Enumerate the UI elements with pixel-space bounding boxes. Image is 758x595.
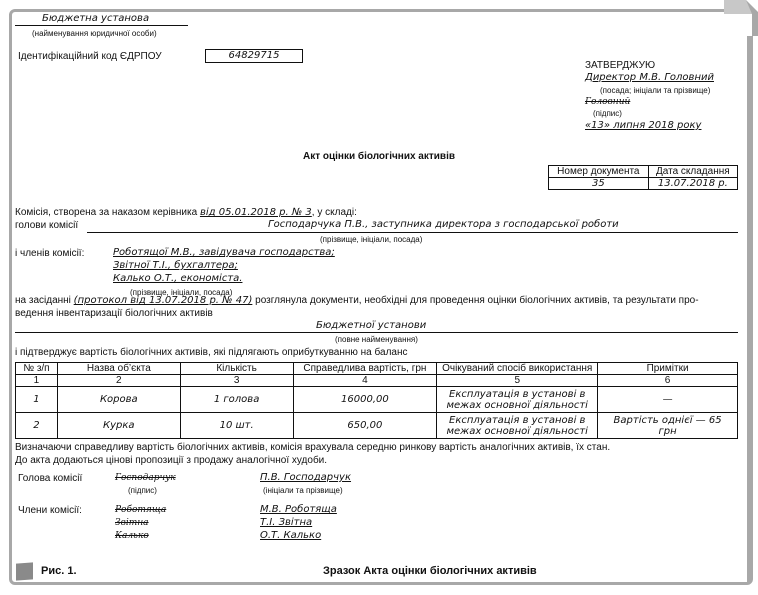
figure-caption: Зразок Акта оцінки біологічних активів <box>323 565 537 577</box>
cell-usage: Експлуатація в установі в межах основної… <box>436 386 599 413</box>
meeting-text-2: ведення інвентаризації біологічних актив… <box>15 308 213 319</box>
cell-usage: Експлуатація в установі в межах основної… <box>436 412 599 439</box>
meeting-prefix: на засіданні <box>15 295 74 306</box>
col-number: 4 <box>292 374 438 387</box>
doc-info-table: Номер документа Дата складання 35 13.07.20… <box>548 165 739 190</box>
approval-signature-caption: (підпис) <box>593 109 622 118</box>
member-signature: Звітна <box>115 518 149 528</box>
confirm-text: і підтверджує вартість біологічних актив… <box>15 347 408 358</box>
head-label: голови комісії <box>15 220 79 231</box>
member-signature: Роботяща <box>115 505 167 515</box>
commission-order: від 05.01.2018 р. № 3 <box>199 207 312 218</box>
member-name: О.Т. Калько <box>260 530 322 541</box>
member-3: Калько О.Т., економіста. <box>113 273 243 284</box>
commission-prefix: Комісія, створена за наказом керівника <box>15 207 200 218</box>
members-caption: (прізвище, ініціали, посада) <box>130 288 233 297</box>
meeting-line: на засіданні (протокол від 13.07.2018 р.… <box>15 295 699 307</box>
figure-square-icon <box>16 562 33 581</box>
head-sign-label: Голова комісії <box>18 473 83 484</box>
approval-position: Директор М.В. Головний <box>585 72 714 83</box>
cell-quantity: 1 голова <box>179 386 294 413</box>
figure-label: Рис. 1. <box>41 565 77 577</box>
cell-number: 2 <box>15 412 58 439</box>
member-2: Звітної Т.І., бухгалтера; <box>113 260 238 271</box>
full-name-caption: (повне найменування) <box>335 335 418 344</box>
cell-name: Курка <box>56 412 181 439</box>
approval-position-caption: (посада; ініціали та прізвище) <box>600 86 711 95</box>
assets-table: № з/п Назва об’єкта Кількість Справедлив… <box>15 362 738 439</box>
cell-number: 1 <box>15 386 58 413</box>
cell-notes: — <box>597 386 738 413</box>
cell-value: 650,00 <box>292 412 438 439</box>
head-value: Господарчука П.В., заступника директора … <box>268 219 619 230</box>
cell-notes: Вартість однієї — 65 грн <box>597 412 738 439</box>
head-name-caption: (ініціали та прізвище) <box>263 486 343 495</box>
header-cell: Примітки <box>597 362 738 375</box>
approval-title: ЗАТВЕРДЖУЮ <box>585 60 656 71</box>
col-number: 5 <box>436 374 599 387</box>
document-frame <box>9 9 753 585</box>
approval-date: «13» липня 2018 року <box>585 120 702 131</box>
head-signature: Господарчук <box>115 473 176 483</box>
head-signature-caption: (підпис) <box>128 486 157 495</box>
table-col-number-row: 1 2 3 4 5 6 <box>15 374 738 387</box>
header-cell: Справедлива вартість, грн <box>292 362 438 375</box>
col-number: 3 <box>179 374 294 387</box>
member-signature: Калько <box>115 531 149 541</box>
header-cell: Очікуваний спосіб використання <box>436 362 599 375</box>
col-number: 1 <box>15 374 58 387</box>
edrpou-label: Ідентифікаційний код ЄДРПОУ <box>18 51 162 62</box>
doc-date: 13.07.2018 р. <box>647 177 739 190</box>
header-cell: № з/п <box>15 362 58 375</box>
commission-line: Комісія, створена за наказом керівника в… <box>15 207 357 219</box>
members-label: і членів комісії: <box>15 248 85 259</box>
doc-number-label: Номер документа <box>548 165 649 178</box>
doc-number: 35 <box>548 177 649 190</box>
member-name: М.В. Роботяща <box>260 504 337 515</box>
org-name: Бюджетна установа <box>42 13 150 24</box>
table-header-row: № з/п Назва об’єкта Кількість Справедлив… <box>15 362 738 375</box>
table-row: 2 Курка 10 шт. 650,00 Експлуатація в уст… <box>15 412 738 439</box>
doc-date-label: Дата складання <box>647 165 739 178</box>
head-name: П.В. Господарчук <box>260 472 352 483</box>
table-row: 1 Корова 1 голова 16000,00 Експлуатація … <box>15 386 738 413</box>
cell-name: Корова <box>56 386 181 413</box>
header-cell: Назва об’єкта <box>56 362 181 375</box>
doc-title: Акт оцінки біологічних активів <box>302 151 455 162</box>
cell-value: 16000,00 <box>292 386 438 413</box>
folded-corner <box>724 0 758 36</box>
meeting-text: розглянула документи, необхідні для пров… <box>252 295 699 306</box>
col-number: 6 <box>597 374 738 387</box>
footer-text-1: Визначаючи справедливу вартість біологіч… <box>15 442 611 453</box>
member-1: Роботящої М.В., завідувача господарства; <box>113 247 335 258</box>
edrpou-value: 64829715 <box>205 49 303 63</box>
header-cell: Кількість <box>179 362 294 375</box>
head-caption: (прізвище, ініціали, посада) <box>320 235 423 244</box>
meeting-protocol: (протокол від 13.07.2018 р. № 47) <box>73 295 253 306</box>
col-number: 2 <box>56 374 181 387</box>
footer-text-2: До акта додаються цінові пропозиції з пр… <box>15 455 328 466</box>
commission-suffix: , у складі: <box>311 207 357 218</box>
org-caption: (найменування юридичної особи) <box>32 29 157 38</box>
cell-quantity: 10 шт. <box>179 412 294 439</box>
member-name: Т.І. Звітна <box>260 517 313 528</box>
full-name: Бюджетної установи <box>316 320 427 331</box>
members-sign-label: Члени комісії: <box>18 505 82 516</box>
approval-signature: Головний <box>585 97 631 107</box>
